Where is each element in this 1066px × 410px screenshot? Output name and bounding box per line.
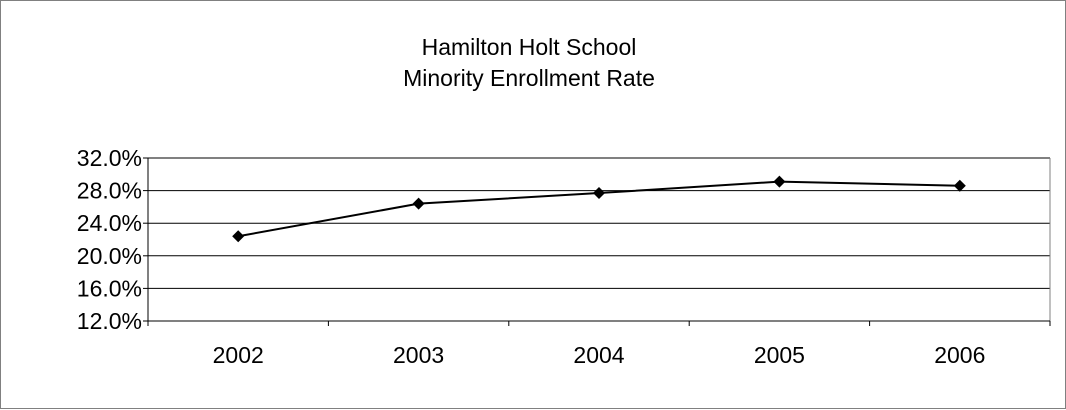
data-point-2003 — [412, 197, 425, 210]
y-tick-label-5: 32.0% — [77, 145, 142, 171]
y-tick-label-2: 20.0% — [77, 243, 142, 269]
chart-title-line-2: Minority Enrollment Rate — [403, 65, 655, 91]
data-point-2005 — [773, 175, 786, 188]
y-tick-label-1: 16.0% — [77, 275, 142, 301]
plot-area: 12.0% 16.0% 20.0% 24.0% 28.0% 32.0% 2002 2003 20… — [77, 145, 1051, 368]
data-point-2004 — [593, 187, 605, 200]
x-tick-label-2002: 2002 — [213, 342, 264, 368]
data-point-2006 — [953, 179, 966, 192]
x-tick-label-2003: 2003 — [393, 342, 444, 368]
x-tick-label-2005: 2005 — [754, 342, 805, 368]
y-tick-label-3: 24.0% — [77, 210, 142, 236]
data-point-2002 — [232, 230, 245, 243]
chart-title-line-1: Hamilton Holt School — [422, 34, 637, 60]
x-tick-label-2004: 2004 — [573, 342, 624, 368]
y-tick-label-4: 28.0% — [77, 178, 142, 204]
y-tick-label-0: 12.0% — [77, 308, 142, 334]
x-tick-label-2006: 2006 — [934, 342, 985, 368]
